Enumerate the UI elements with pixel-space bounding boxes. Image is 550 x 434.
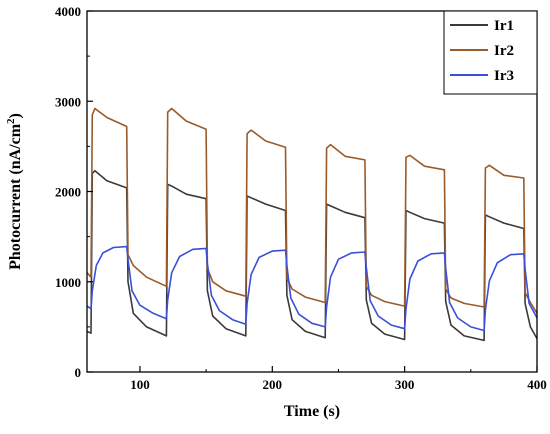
legend-box (443, 10, 538, 95)
y-tick-label: 0 (75, 365, 82, 380)
x-tick-label: 400 (527, 377, 547, 392)
y-axis: 0 1000 2000 3000 4000 (55, 4, 93, 380)
series-line-ir3 (86, 245, 538, 332)
x-tick-label: 300 (395, 377, 415, 392)
series-line-ir2 (86, 107, 538, 314)
legend-label-ir3: Ir3 (494, 68, 514, 84)
legend-label-ir2: Ir2 (494, 43, 514, 59)
y-tick-label: 3000 (55, 94, 81, 109)
x-axis: 100 200 300 400 (130, 366, 547, 392)
y-axis-label-main: Photocurrent (nA/cm (7, 123, 24, 270)
y-axis-label-sup: 2 (5, 118, 17, 124)
y-axis-label-tail: ) (7, 113, 24, 118)
series-line-ir1 (86, 169, 538, 342)
x-tick-label: 100 (130, 377, 150, 392)
x-axis-label: Time (s) (284, 403, 340, 420)
y-tick-label: 2000 (55, 185, 81, 200)
legend: Ir1 Ir2 Ir3 (443, 10, 538, 95)
legend-label-ir1: Ir1 (494, 18, 514, 34)
y-axis-label: Photocurrent (nA/cm2) (5, 113, 24, 270)
x-tick-label: 200 (263, 377, 283, 392)
y-tick-label: 4000 (55, 4, 81, 19)
series-layer (86, 107, 538, 342)
y-tick-label: 1000 (55, 275, 81, 290)
